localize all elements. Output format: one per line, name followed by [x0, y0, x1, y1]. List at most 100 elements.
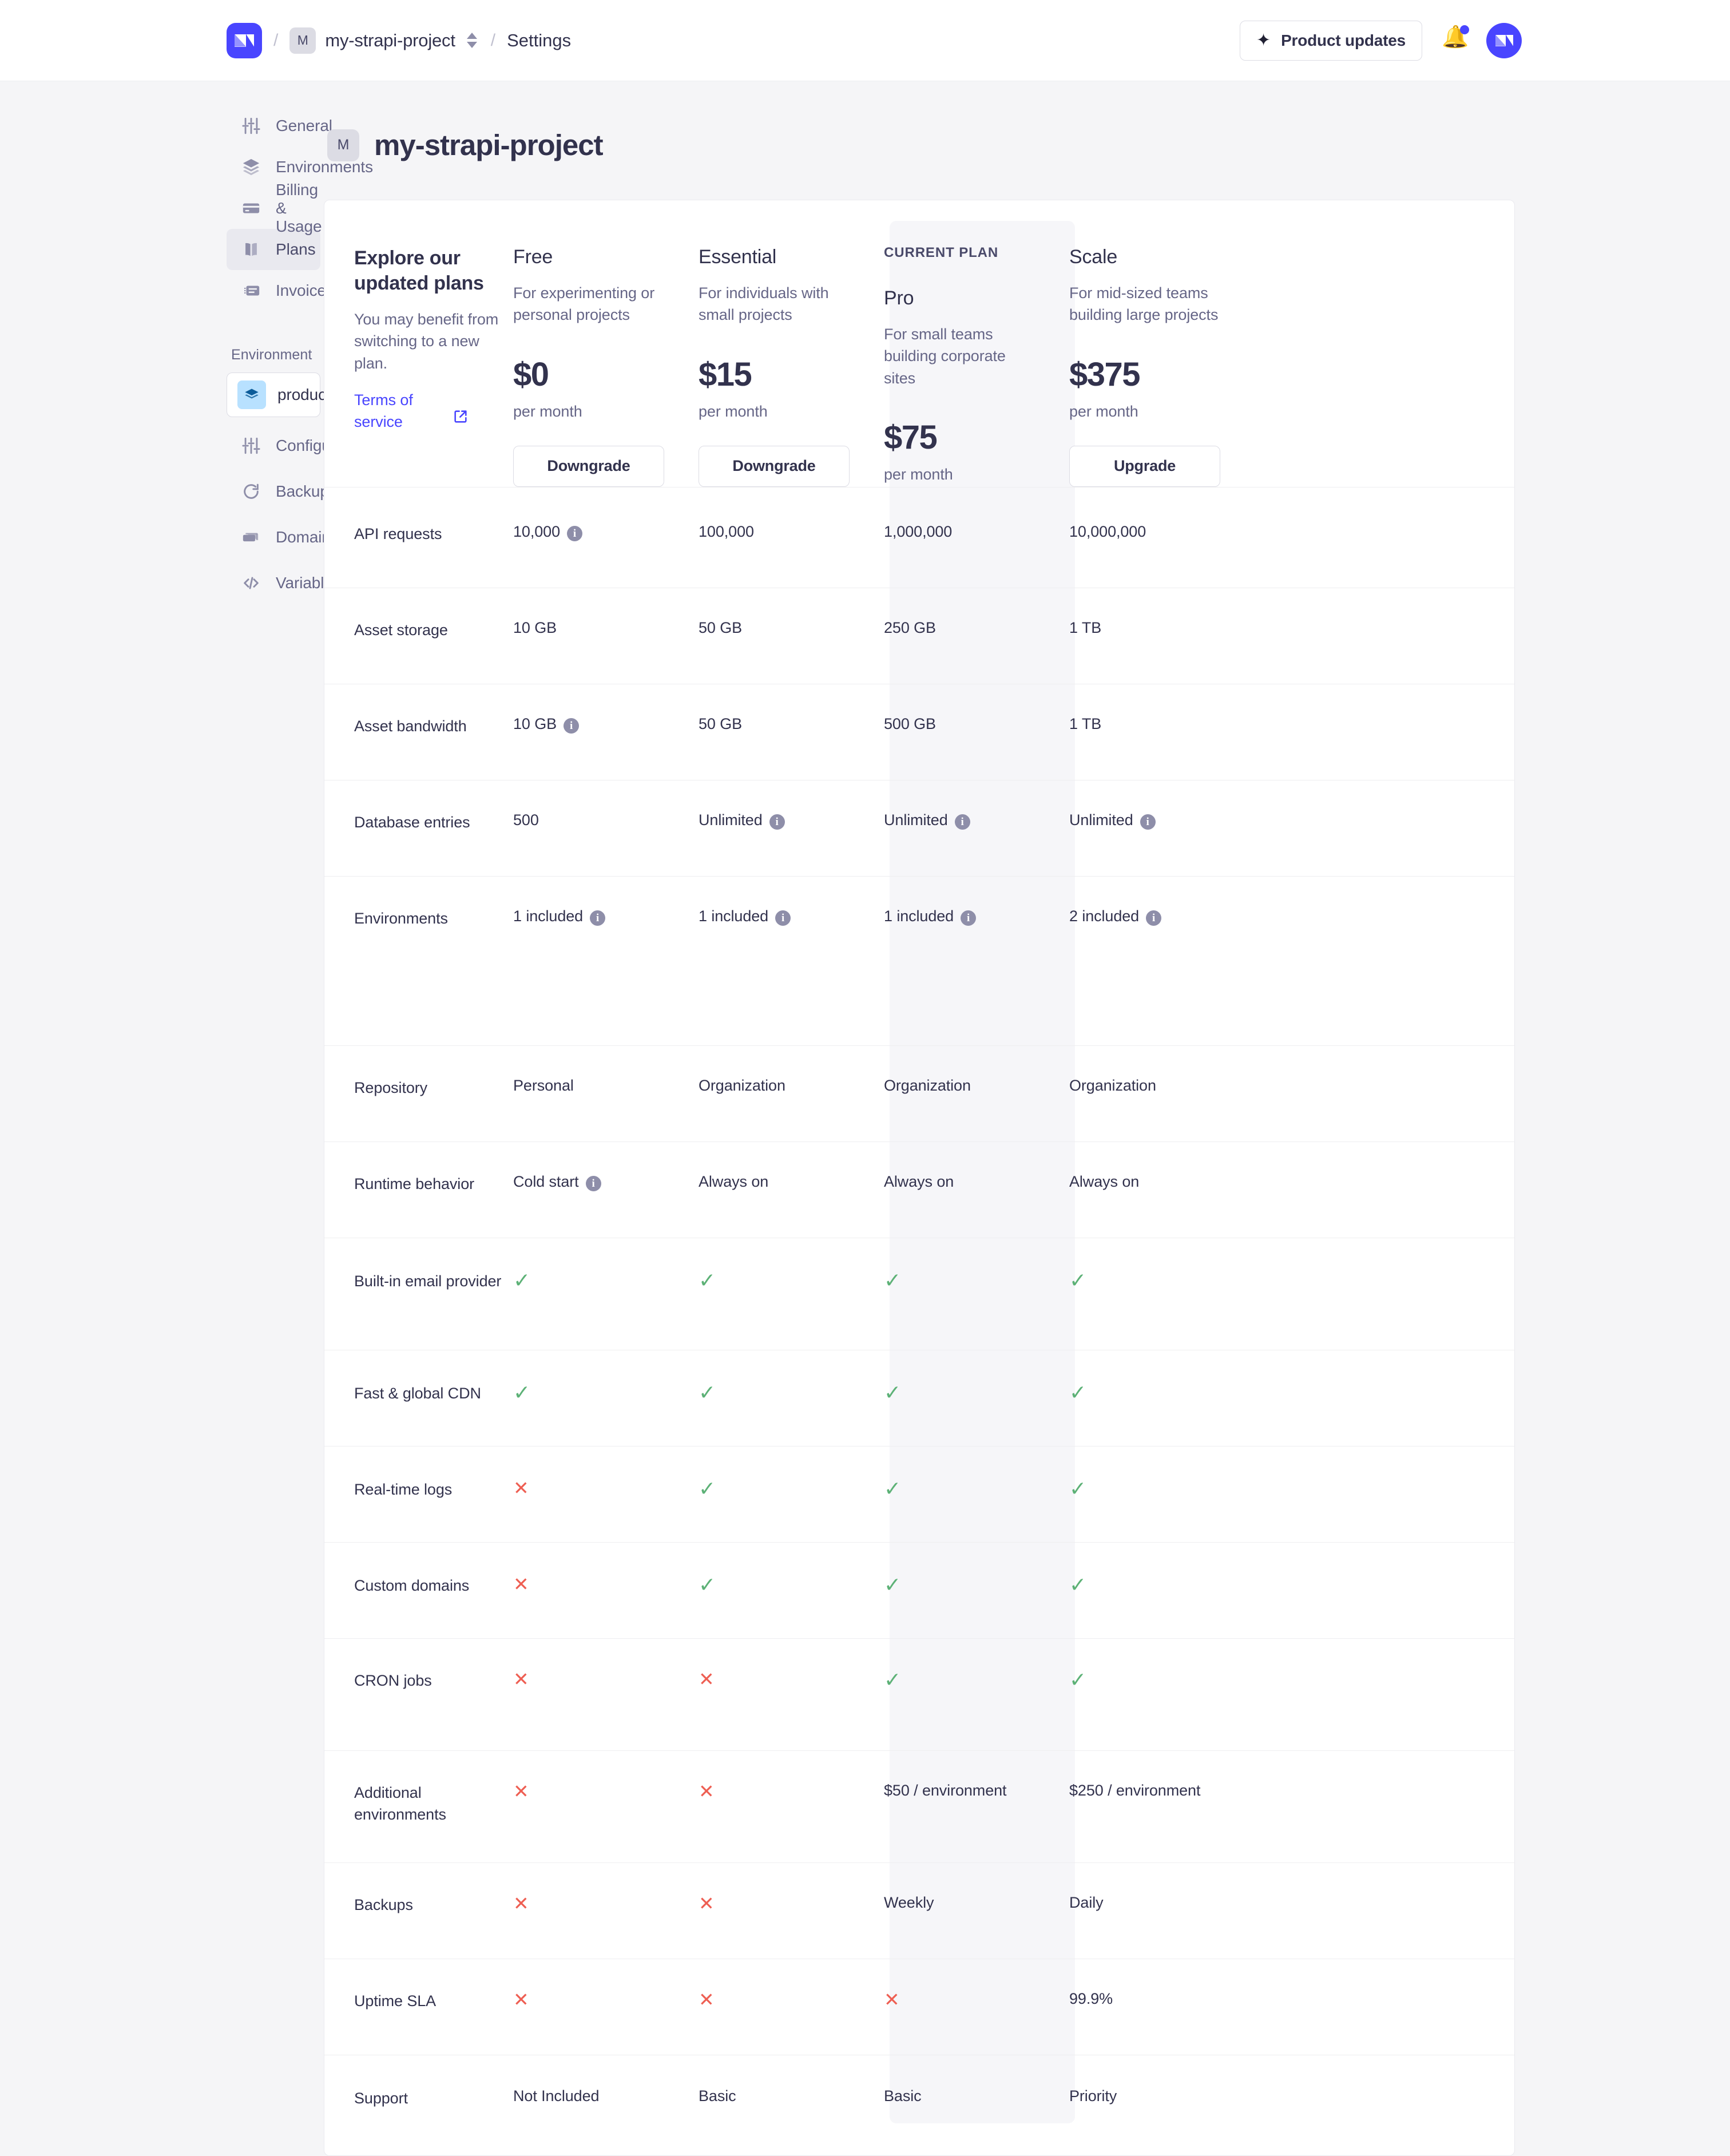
feature-value-cell: ✕ [513, 1575, 699, 1594]
feature-label: Asset storage [354, 621, 448, 639]
feature-value-cell: 100,000 [699, 523, 884, 541]
sidebar-item-environments[interactable]: Environments [227, 146, 373, 188]
plan-cta-button[interactable]: Downgrade [513, 445, 664, 487]
feature-row: Uptime SLA ✕ ✕ ✕ 99.9% [324, 1958, 1514, 2055]
feature-value-text: 50 GB [699, 619, 743, 636]
sidebar-item-domains[interactable]: Domains [227, 514, 339, 560]
feature-value-cell: ✓ [513, 1382, 699, 1403]
sidebar-item-billing-usage[interactable]: Billing & Usage [227, 181, 322, 235]
feature-value-text: 1 included [884, 907, 954, 925]
plan-cta-button[interactable]: Downgrade [699, 445, 850, 487]
feature-value-text: 1,000,000 [884, 522, 953, 540]
feature-value-cell: 10 GB [513, 619, 699, 637]
feature-value-cell: 500 [513, 811, 699, 829]
user-avatar-icon[interactable] [1486, 22, 1522, 58]
project-initial-badge: M [289, 27, 316, 54]
feature-value-cell: Always on [699, 1173, 884, 1191]
check-icon: ✓ [1069, 1268, 1087, 1292]
feature-value-cell: 2 included i [1069, 907, 1255, 926]
check-icon: ✓ [884, 1380, 902, 1404]
info-icon[interactable]: i [961, 910, 977, 926]
feature-value-text: Unlimited [884, 811, 948, 829]
feature-value-cell: ✓ [699, 1478, 884, 1499]
feature-value-cell: Priority [1069, 2087, 1255, 2105]
terms-of-service-link[interactable]: Terms of service [354, 391, 413, 431]
feature-label: Environments [354, 909, 448, 927]
feature-value-cell: Organization [1069, 1077, 1255, 1095]
product-updates-button[interactable]: ✦ Product updates [1239, 20, 1422, 61]
plan-period: per month [1069, 402, 1138, 420]
sidebar-item-plans[interactable]: Plans [227, 229, 320, 270]
info-icon[interactable]: i [954, 814, 970, 830]
feature-row: Runtime behavior Cold start i Always on Alwa… [324, 1141, 1514, 1238]
plan-period: per month [699, 402, 768, 420]
feature-value-cell: 50 GB [699, 619, 884, 637]
environment-select[interactable]: production [227, 372, 374, 417]
feature-value-cell: Weekly [884, 1894, 1069, 1912]
feature-value-text: Priority [1069, 2087, 1117, 2105]
breadcrumb-project-name[interactable]: my-strapi-project [325, 30, 455, 50]
plans-header-row: Explore our updated plans You may benefi… [324, 200, 1514, 487]
feature-value-cell: Always on [1069, 1173, 1255, 1191]
breadcrumb-separator-2: / [490, 30, 496, 50]
feature-value-text: 1 TB [1069, 715, 1102, 732]
sliders-icon [241, 116, 261, 136]
info-icon[interactable]: i [564, 718, 580, 734]
info-icon[interactable]: i [590, 910, 606, 926]
feature-value-cell: Unlimited i [1069, 811, 1255, 830]
feature-row: API requests 10,000 i 100,000 1,000,000 10,00… [324, 486, 1514, 588]
feature-value-cell: ✓ [1069, 1270, 1255, 1291]
cross-icon: ✕ [513, 1780, 529, 1802]
feature-value-text: 2 included [1069, 907, 1140, 925]
feature-label: Database entries [354, 813, 470, 831]
environment-section-label: Environment [231, 347, 312, 363]
breadcrumb-settings[interactable]: Settings [507, 30, 572, 50]
feature-value-text: Weekly [884, 1893, 934, 1911]
feature-value-cell: 10 GB i [513, 715, 699, 734]
feature-label: API requests [354, 525, 442, 542]
feature-value-text: 100,000 [699, 522, 754, 540]
feature-value-text: Unlimited [1069, 811, 1133, 829]
sidebar-item-backups[interactable]: Backups [227, 469, 337, 514]
feature-value-cell: ✓ [884, 1574, 1069, 1595]
sidebar-item-invoices[interactable]: Invoices [227, 270, 334, 311]
feature-value-text: Always on [884, 1172, 954, 1190]
feature-value-cell: Always on [884, 1173, 1069, 1191]
feature-value-cell: ✓ [1069, 1574, 1255, 1595]
strapi-logo-icon[interactable] [227, 22, 262, 58]
feature-value-cell: $250 / environment [1069, 1782, 1255, 1800]
info-icon[interactable]: i [1146, 910, 1162, 926]
info-icon[interactable]: i [566, 525, 582, 541]
feature-label: CRON jobs [354, 1671, 432, 1689]
feature-value-text: Not Included [513, 2087, 600, 2105]
info-icon[interactable]: i [585, 1175, 601, 1191]
chevron-updown-icon[interactable] [466, 33, 477, 48]
sidebar-item-general[interactable]: General [227, 105, 332, 146]
notifications-button[interactable]: 🔔 [1442, 25, 1469, 55]
main-content: M my-strapi-project Explore our updated … [320, 105, 1730, 2156]
plan-cta-button[interactable]: Upgrade [1069, 445, 1220, 487]
feature-value-cell: Basic [884, 2087, 1069, 2105]
sidebar-item-configuration[interactable]: Configuration [227, 423, 370, 469]
feature-row: Custom domains ✕ ✓ ✓ ✓ [324, 1541, 1514, 1638]
feature-value-cell: 1 included i [884, 907, 1069, 926]
info-icon[interactable]: i [769, 814, 785, 830]
feature-value-cell: ✕ [513, 1990, 699, 2009]
plan-period: per month [884, 465, 953, 483]
feature-label: Additional environments [354, 1784, 446, 1823]
feature-value-cell: 10,000 i [513, 523, 699, 541]
feature-value-cell: 50 GB [699, 715, 884, 733]
sidebar-item-label: Plans [276, 240, 316, 258]
feature-value-cell: ✓ [513, 1270, 699, 1291]
plan-name: Scale [1069, 246, 1118, 268]
feature-value-cell: Cold start i [513, 1173, 699, 1191]
feature-value-cell: ✓ [1069, 1667, 1255, 1691]
sidebar-item-variables[interactable]: Variables [227, 560, 341, 606]
info-icon[interactable]: i [775, 910, 791, 926]
external-link-icon[interactable] [453, 409, 469, 425]
settings-sidebar: General Environments Billing & Usage [0, 105, 374, 2156]
feature-value-cell: Basic [699, 2087, 884, 2105]
check-icon: ✓ [1069, 1667, 1087, 1691]
domains-icon [241, 528, 261, 547]
info-icon[interactable]: i [1140, 814, 1156, 830]
